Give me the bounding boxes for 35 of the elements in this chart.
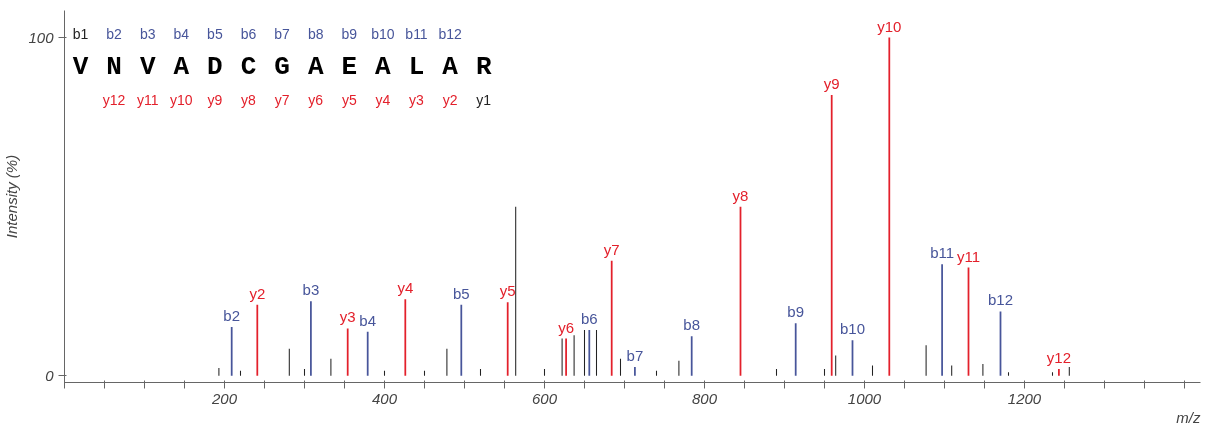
x-tick-label: 400 [371,389,398,407]
x-tick-label: 600 [531,389,558,407]
data-label: y3 [339,308,356,326]
data-label: b12 [987,291,1014,309]
x-tick-label: 800 [691,389,718,407]
data-label: b8 [683,316,701,334]
data-label: y8 [732,186,749,204]
x-tick-label: 1000 [847,389,882,407]
data-label: b2 [223,307,241,325]
data-label: b4 [359,311,377,329]
y-tick-label: 100 [28,28,55,46]
y-axis-title: Intensity (%) [3,154,21,239]
data-label: y6 [558,318,575,336]
data-label: y9 [823,75,840,93]
x-axis-title: m/z [1176,408,1201,425]
x-tick-label: 1200 [1007,389,1042,407]
data-label: y7 [603,240,620,258]
data-label: y2 [249,284,266,302]
data-label: y5 [499,282,516,300]
text: V N V A D C G A E A L A R [72,51,492,82]
data-label: b11 [930,244,955,262]
data-label: b3 [302,281,320,299]
text: y12 y11 y10 y9 y8 y7 y6 y5 y4 y3 y2 y1 [102,91,492,108]
y-tick-label: 0 [45,366,55,384]
data-label: b9 [787,303,805,321]
data-label: b10 [839,320,866,338]
data-label: b7 [626,346,644,364]
data-label: y11 [956,247,981,265]
data-label: y12 [1046,348,1071,366]
data-label: b6 [580,310,598,328]
data-label: y4 [397,279,414,297]
data-label: y10 [877,17,902,35]
text: b1 b2 b3 b4 b5 b6 b7 b8 b9 b10 b11 b12 [72,25,462,42]
data-label: b5 [452,284,470,302]
x-tick-label: 200 [210,389,238,407]
